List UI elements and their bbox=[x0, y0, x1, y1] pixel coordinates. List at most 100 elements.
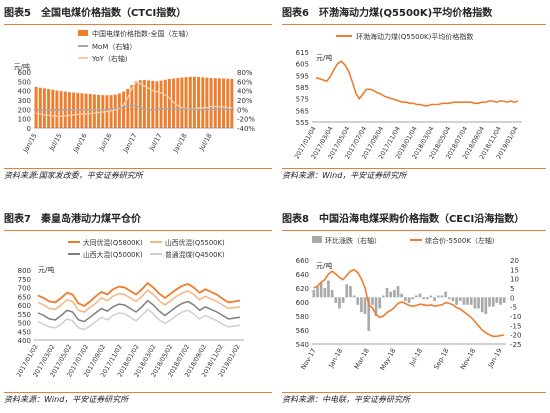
bar-ctci-index bbox=[213, 78, 217, 128]
bar-mom-change bbox=[455, 297, 458, 305]
panel-qinhuangdao: 图表7 秦皇岛港动力煤平仓价 大同优混(Q5800K) 山西优混(Q5500K) 山西… bbox=[4, 210, 272, 408]
y-tick-left: 660 bbox=[296, 257, 309, 265]
y-tick: 750 bbox=[18, 276, 31, 284]
bar-ctci-index bbox=[51, 89, 55, 128]
bar-ctci-index bbox=[205, 77, 209, 128]
bar-mom-change bbox=[426, 297, 429, 300]
bar-ctci-index bbox=[126, 88, 130, 128]
legend-label: 山西大混(Q5000K) bbox=[83, 250, 143, 259]
panel-ctci: 图表5 全国电煤价格指数（CTCI指数） 元/吨 中国电煤价格指数-全国（左轴） Mo… bbox=[4, 4, 272, 184]
bar-ctci-index bbox=[192, 76, 196, 128]
bar-ctci-index bbox=[113, 94, 117, 128]
bar-ctci-index bbox=[55, 90, 59, 128]
y-tick: 555 bbox=[296, 119, 309, 127]
unit-label: 元/吨 bbox=[38, 265, 54, 274]
bar-ctci-index bbox=[180, 77, 184, 128]
unit-label: 元/吨 bbox=[14, 62, 30, 71]
bar-mom-change bbox=[477, 297, 480, 309]
y-tick-right: -15 bbox=[510, 322, 521, 330]
bar-mom-change bbox=[327, 280, 330, 298]
y-tick: 650 bbox=[18, 293, 31, 301]
bar-mom-change bbox=[433, 297, 436, 301]
y-tick-right: -5 bbox=[510, 304, 517, 312]
x-tick-label: Jan/16 bbox=[71, 132, 89, 155]
bar-ctci-index bbox=[142, 79, 146, 128]
y-tick: 595 bbox=[296, 72, 309, 80]
bar-mom-change bbox=[367, 297, 371, 331]
legend-swatch-bar bbox=[312, 236, 322, 243]
bar-mom-change bbox=[374, 297, 378, 316]
x-tick-label: Nov-17 bbox=[299, 347, 317, 371]
bar-mom-change bbox=[418, 293, 422, 298]
y-tick-right: 40% bbox=[237, 88, 253, 96]
x-tick-label: Jul/16 bbox=[97, 132, 114, 153]
bar-mom-change bbox=[451, 297, 455, 301]
bar-mom-change bbox=[352, 295, 356, 298]
bar-ctci-index bbox=[97, 94, 101, 128]
y-tick-right: 10 bbox=[510, 276, 519, 284]
panel-source: 资料来源：中电联，平安证券研究所 bbox=[282, 392, 546, 407]
bar-ctci-index bbox=[155, 81, 159, 128]
y-tick-left: 400 bbox=[18, 88, 31, 96]
figure-title: 中国沿海电煤采购价格指数（CECI沿海指数） bbox=[318, 214, 525, 225]
bar-ctci-index bbox=[59, 91, 63, 128]
bar-ctci-index bbox=[226, 78, 230, 128]
panel-source: 资料来源：Wind，平安证券研究所 bbox=[282, 168, 546, 183]
panel-source: 资料来源：Wind，平安证券研究所 bbox=[4, 392, 272, 407]
bar-mom-change bbox=[440, 295, 444, 298]
bar-ctci-index bbox=[230, 78, 234, 128]
y-tick-right: 60% bbox=[237, 78, 253, 86]
y-tick: 615 bbox=[296, 49, 309, 57]
figure-number: 图表6 bbox=[282, 8, 309, 19]
bar-ctci-index bbox=[172, 78, 176, 128]
y-tick-right: -25 bbox=[510, 341, 521, 349]
y-tick-left: 100 bbox=[18, 116, 31, 124]
y-tick-left: 500 bbox=[18, 78, 31, 86]
y-tick-left: 540 bbox=[296, 341, 309, 349]
panel-title: 图表5 全国电煤价格指数（CTCI指数） bbox=[4, 4, 272, 25]
bar-mom-change bbox=[349, 286, 352, 298]
y-tick-right: -40% bbox=[237, 125, 255, 133]
bar-mom-change bbox=[458, 297, 462, 301]
bar-mom-change bbox=[330, 289, 334, 298]
series-line-2 bbox=[37, 289, 241, 313]
y-tick-left: 600 bbox=[18, 69, 31, 77]
panel-ceci: 图表8 中国沿海电煤采购价格指数（CECI沿海指数） 环比涨跌（右轴） 综合价-55… bbox=[282, 210, 546, 408]
bar-mom-change bbox=[389, 291, 393, 298]
bar-mom-change bbox=[447, 297, 451, 300]
bar-mom-change bbox=[323, 288, 327, 298]
bar-mom-change bbox=[400, 293, 403, 298]
bar-ctci-index bbox=[188, 76, 192, 128]
x-tick-label: May-18 bbox=[379, 347, 398, 372]
bar-ctci-index bbox=[176, 78, 180, 128]
bar-mom-change bbox=[469, 297, 473, 305]
figure-title: 全国电煤价格指数（CTCI指数） bbox=[40, 8, 187, 19]
legend-label: 山西优混(Q5500K) bbox=[165, 238, 225, 247]
y-tick: 585 bbox=[296, 84, 309, 92]
y-tick-right: 20% bbox=[237, 97, 253, 105]
y-tick: 700 bbox=[18, 285, 31, 293]
panel-source: 资料来源:国家发改委，平安证券研究所 bbox=[4, 168, 272, 183]
y-tick-left: 560 bbox=[296, 327, 309, 335]
x-tick-label: Jul/18 bbox=[197, 132, 214, 153]
ceci-chart: 环比涨跌（右轴） 综合价-5500K（左轴） 元/吨 540 560 580 600 620 6… bbox=[296, 236, 521, 372]
bar-mom-change bbox=[338, 297, 341, 309]
bar-mom-change bbox=[415, 295, 418, 298]
bar-ctci-index bbox=[147, 80, 151, 128]
bar-mom-change bbox=[429, 295, 433, 298]
bar-ctci-index bbox=[80, 93, 84, 128]
bar-ctci-index bbox=[122, 91, 126, 128]
legend-label: 综合价-5500K（左轴） bbox=[425, 236, 499, 245]
bar-ctci-index bbox=[38, 87, 42, 128]
bar-mom-change bbox=[462, 297, 466, 305]
series-line-4 bbox=[37, 308, 241, 331]
bar-mom-change bbox=[480, 297, 484, 313]
y-tick-right: 15 bbox=[510, 266, 519, 274]
y-tick-right: -10 bbox=[510, 313, 521, 321]
bar-mom-change bbox=[484, 297, 488, 315]
bar-mom-change bbox=[360, 297, 363, 313]
y-tick-right: 5 bbox=[510, 285, 514, 293]
y-tick: 400 bbox=[18, 337, 31, 345]
bar-mom-change bbox=[473, 297, 477, 309]
